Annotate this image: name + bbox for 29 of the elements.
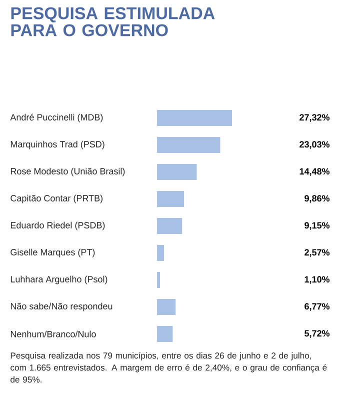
y-tick-label: Não sabe/Não respondeu xyxy=(10,302,112,312)
data-label: 6,77% xyxy=(304,303,330,311)
chart-title: PESQUISA ESTIMULADA PARA O GOVERNO xyxy=(11,7,215,36)
bar xyxy=(156,137,220,154)
bar xyxy=(156,218,182,234)
data-label: 9,86% xyxy=(304,195,330,203)
data-label: 27,32% xyxy=(300,114,330,122)
bar xyxy=(156,191,184,208)
data-label: 2,57% xyxy=(304,249,330,257)
bar xyxy=(156,299,176,315)
bar xyxy=(156,272,160,288)
y-tick-label: Eduardo Riedel (PSDB) xyxy=(10,222,105,230)
y-tick-label: Marquinhos Trad (PSD) xyxy=(10,140,104,150)
bar xyxy=(156,164,197,180)
data-label: 23,03% xyxy=(300,141,330,149)
y-tick-label: Rose Modesto (União Brasil) xyxy=(10,168,125,176)
data-label: 1,10% xyxy=(304,276,330,284)
y-tick-label: André Puccinelli (MDB) xyxy=(10,114,103,122)
y-tick-label: Giselle Marques (PT) xyxy=(10,248,95,258)
bar xyxy=(156,326,173,342)
bar xyxy=(156,110,232,126)
data-label: 9,15% xyxy=(304,222,330,230)
y-tick-label: Capitão Contar (PRTB) xyxy=(10,194,103,204)
data-label: 14,48% xyxy=(300,168,330,176)
bar xyxy=(156,245,164,262)
data-label: 5,72% xyxy=(304,330,330,338)
y-tick-label: Luhhara Arguelho (Psol) xyxy=(10,276,108,284)
text: Pesquisa realizada nos 79 municípios, entre os dias 26 de junho e 2 de julho, com 1.665 entrevistados. A margem de erro é de 2,40%, e o grau de confiança é de 95%. xyxy=(10,352,327,383)
y-tick-label: Nenhum/Branco/Nulo xyxy=(10,330,96,338)
